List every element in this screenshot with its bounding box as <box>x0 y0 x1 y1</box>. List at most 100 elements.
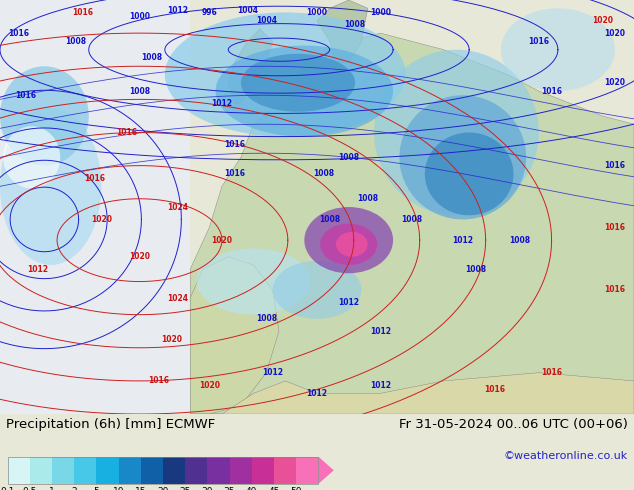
Ellipse shape <box>0 66 89 166</box>
Text: 1016: 1016 <box>541 87 562 96</box>
Text: 1: 1 <box>49 487 55 490</box>
Ellipse shape <box>399 95 526 220</box>
Polygon shape <box>228 29 273 103</box>
Ellipse shape <box>3 126 60 188</box>
Text: 1024: 1024 <box>167 294 188 303</box>
Ellipse shape <box>216 46 393 137</box>
Text: 1012: 1012 <box>262 368 283 377</box>
Bar <box>0 0 190 414</box>
Ellipse shape <box>501 8 615 91</box>
Ellipse shape <box>0 108 101 265</box>
Bar <box>8 457 30 484</box>
Polygon shape <box>318 457 333 484</box>
Ellipse shape <box>374 49 539 215</box>
Text: 1020: 1020 <box>198 381 220 390</box>
Text: 1004: 1004 <box>256 16 277 25</box>
Bar <box>230 457 252 484</box>
Text: 0.1: 0.1 <box>1 487 15 490</box>
Bar <box>141 457 163 484</box>
Bar <box>296 457 318 484</box>
Bar <box>30 457 52 484</box>
Polygon shape <box>190 33 634 414</box>
Bar <box>185 457 207 484</box>
Bar <box>74 457 96 484</box>
Ellipse shape <box>425 132 514 215</box>
Text: 1016: 1016 <box>484 385 505 393</box>
Text: 1012: 1012 <box>370 327 391 336</box>
Text: Fr 31-05-2024 00..06 UTC (00+06): Fr 31-05-2024 00..06 UTC (00+06) <box>399 418 628 431</box>
Text: 40: 40 <box>246 487 257 490</box>
Text: 35: 35 <box>224 487 235 490</box>
Text: 25: 25 <box>179 487 191 490</box>
Text: 1020: 1020 <box>604 78 626 87</box>
Text: 1012: 1012 <box>306 389 328 398</box>
Text: 1012: 1012 <box>452 236 474 245</box>
Text: 1020: 1020 <box>211 236 233 245</box>
Bar <box>119 457 141 484</box>
Text: 1012: 1012 <box>167 6 188 15</box>
Polygon shape <box>190 257 279 414</box>
Text: 1012: 1012 <box>370 381 391 390</box>
Text: 1016: 1016 <box>84 173 106 183</box>
Text: 1008: 1008 <box>357 194 378 203</box>
Text: 1008: 1008 <box>129 87 150 96</box>
Text: 10: 10 <box>113 487 124 490</box>
Text: 0.5: 0.5 <box>23 487 37 490</box>
Text: 1016: 1016 <box>148 376 169 386</box>
Ellipse shape <box>165 12 406 137</box>
Text: Precipitation (6h) [mm] ECMWF: Precipitation (6h) [mm] ECMWF <box>6 418 216 431</box>
Text: 1016: 1016 <box>224 141 245 149</box>
Ellipse shape <box>273 261 361 319</box>
Ellipse shape <box>197 248 311 315</box>
Text: 1008: 1008 <box>344 21 366 29</box>
Text: 1016: 1016 <box>528 37 550 46</box>
Ellipse shape <box>304 207 393 273</box>
Text: 1016: 1016 <box>224 170 245 178</box>
Text: 45: 45 <box>268 487 280 490</box>
Text: 1008: 1008 <box>319 215 340 224</box>
Text: 1012: 1012 <box>27 265 49 273</box>
Text: 30: 30 <box>202 487 213 490</box>
Ellipse shape <box>320 223 377 265</box>
Text: ©weatheronline.co.uk: ©weatheronline.co.uk <box>503 450 628 461</box>
Text: 1008: 1008 <box>465 265 486 273</box>
Text: 1020: 1020 <box>592 16 613 25</box>
Text: 1000: 1000 <box>306 8 328 17</box>
Text: 1024: 1024 <box>167 202 188 212</box>
Text: 15: 15 <box>135 487 146 490</box>
Bar <box>274 457 296 484</box>
Bar <box>163 457 185 484</box>
Text: 5: 5 <box>93 487 100 490</box>
Bar <box>52 457 74 484</box>
Polygon shape <box>190 372 634 414</box>
Text: 1020: 1020 <box>160 335 182 344</box>
Text: 50: 50 <box>290 487 302 490</box>
Text: 1004: 1004 <box>236 6 258 15</box>
Text: 1016: 1016 <box>604 161 626 170</box>
Bar <box>8 457 318 484</box>
Text: 1008: 1008 <box>65 37 87 46</box>
Text: 1016: 1016 <box>8 28 30 38</box>
Text: 1016: 1016 <box>116 128 138 137</box>
Text: 1020: 1020 <box>129 252 150 261</box>
Text: 1016: 1016 <box>541 368 562 377</box>
Bar <box>207 457 230 484</box>
Bar <box>252 457 274 484</box>
Text: 1008: 1008 <box>509 236 531 245</box>
Text: 1000: 1000 <box>370 8 391 17</box>
Text: 1008: 1008 <box>338 153 359 162</box>
Text: 996: 996 <box>202 8 217 17</box>
Ellipse shape <box>241 54 355 112</box>
Text: 1020: 1020 <box>604 28 626 38</box>
Text: 1008: 1008 <box>256 314 277 323</box>
Text: 1000: 1000 <box>129 12 150 21</box>
Bar <box>96 457 119 484</box>
Text: 20: 20 <box>157 487 169 490</box>
Polygon shape <box>317 0 368 62</box>
Text: 1008: 1008 <box>141 53 163 62</box>
Text: 1016: 1016 <box>604 223 626 232</box>
Text: 1016: 1016 <box>72 8 93 17</box>
Text: 1016: 1016 <box>604 285 626 294</box>
Text: 1016: 1016 <box>15 91 36 100</box>
Text: 1008: 1008 <box>401 215 423 224</box>
